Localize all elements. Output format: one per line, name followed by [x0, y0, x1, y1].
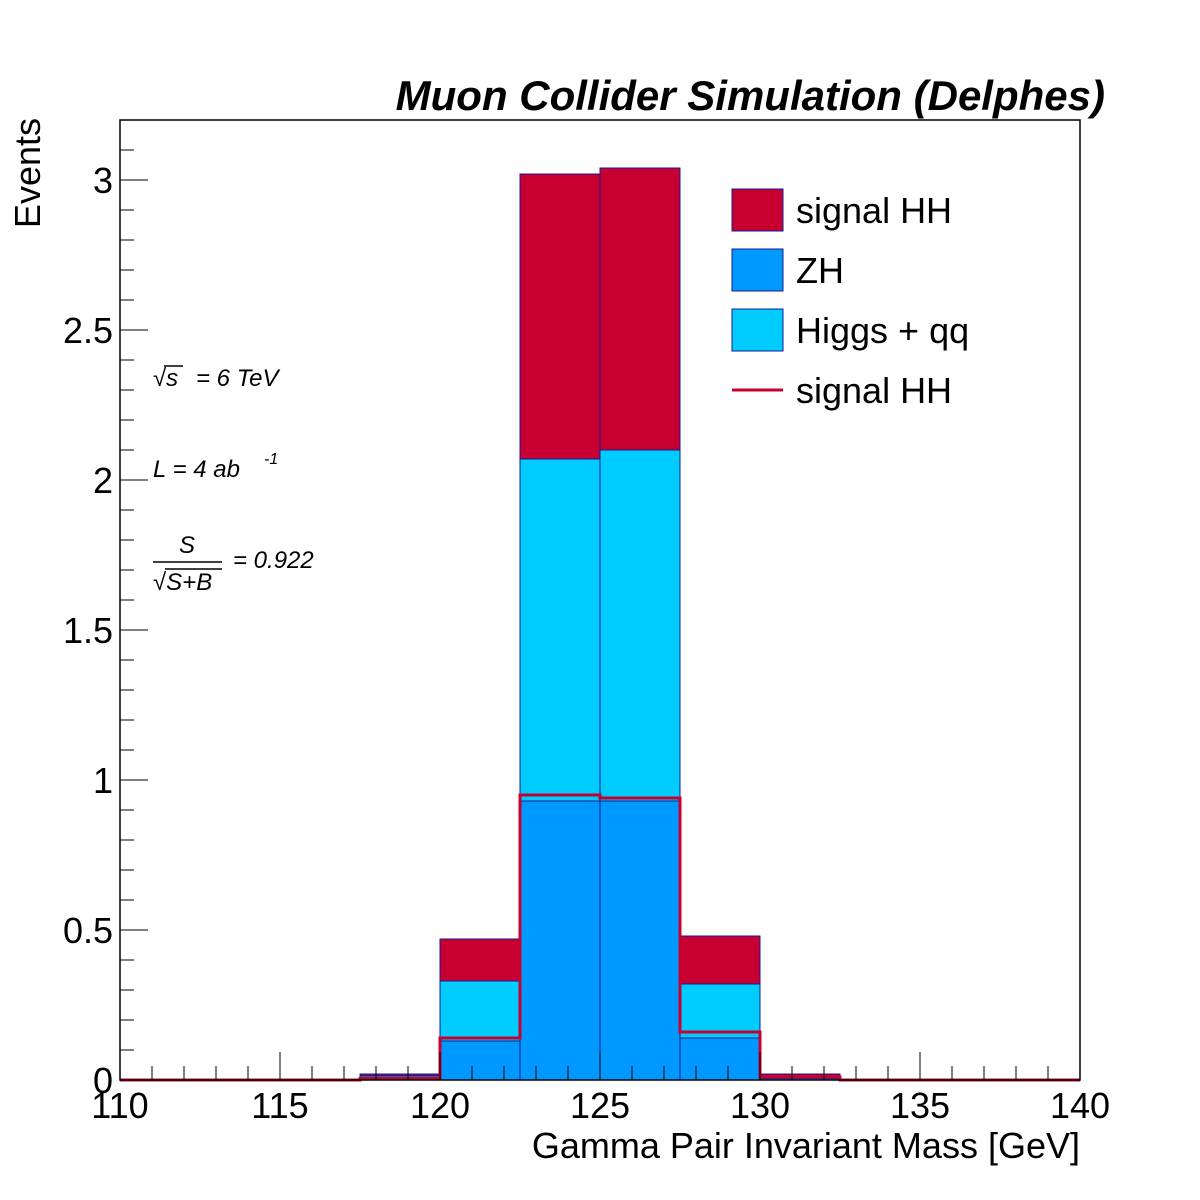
y-tick-label: 2.5 [63, 310, 113, 351]
bar-signal-hh-bin-6 [599, 167, 681, 451]
legend-swatch-signal-hh [731, 188, 784, 232]
legend-label: signal HH [796, 190, 952, 231]
bar-signal-hh-bin-3 [359, 1073, 441, 1076]
x-axis-ticks: 110 115 120 125 130 135 140 [91, 1052, 1110, 1126]
chart-title: Muon Collider Simulation (Delphes) [396, 72, 1105, 119]
stacked-bars [359, 167, 841, 1081]
x-tick-label: 110 [91, 1085, 148, 1126]
annotations: √s = 6 TeV L = 4 ab -1 S √S+B = 0.922 [153, 365, 314, 596]
significance-denominator: √S+B [153, 569, 212, 596]
y-tick-label: 2 [93, 460, 113, 501]
legend-label: Higgs + qq [796, 310, 969, 351]
y-tick-label: 1.5 [63, 610, 113, 651]
bar-zh-bin-7 [679, 1037, 761, 1081]
significance-value: = 0.922 [233, 547, 314, 574]
bar-signal-hh-bin-5 [519, 173, 601, 460]
x-axis-label: Gamma Pair Invariant Mass [GeV] [532, 1125, 1080, 1166]
y-tick-label: 1 [93, 760, 113, 801]
legend: signal HH ZH Higgs + qq signal HH [731, 188, 969, 411]
x-tick-label: 125 [570, 1085, 630, 1126]
y-tick-label: 0.5 [63, 910, 113, 951]
x-tick-label: 120 [410, 1085, 470, 1126]
sqrt-s-value: = 6 TeV [196, 365, 281, 392]
x-tick-label: 135 [890, 1085, 950, 1126]
bar-higgs-qq-bin-7 [679, 983, 761, 1039]
y-axis-label: Events [7, 118, 48, 228]
bar-zh-bin-4 [439, 1040, 521, 1081]
y-axis-ticks: 0 0.5 1 1.5 2 2.5 3 [63, 119, 148, 1101]
y-tick-label: 3 [93, 160, 113, 201]
x-tick-label: 115 [251, 1085, 308, 1126]
bar-higgs-qq-bin-6 [599, 449, 681, 802]
significance-numerator: S [179, 532, 195, 559]
legend-swatch-zh [731, 248, 784, 292]
bar-zh-bin-6 [599, 800, 681, 1081]
bar-signal-hh-bin-4 [439, 938, 521, 982]
bar-higgs-qq-bin-4 [439, 980, 521, 1042]
sqrt-s-symbol: √s [153, 365, 178, 392]
y-tick-label: 0 [93, 1060, 113, 1101]
x-tick-label: 140 [1050, 1085, 1110, 1126]
legend-swatch-higgs-qq [731, 308, 784, 352]
bar-zh-bin-5 [519, 800, 601, 1081]
bar-higgs-qq-bin-5 [519, 458, 601, 802]
legend-label: signal HH [796, 370, 952, 411]
x-tick-label: 130 [730, 1085, 790, 1126]
luminosity-text: L = 4 ab [153, 456, 240, 483]
luminosity-superscript: -1 [264, 451, 278, 468]
legend-label: ZH [796, 250, 844, 291]
bar-signal-hh-bin-7 [679, 935, 761, 985]
